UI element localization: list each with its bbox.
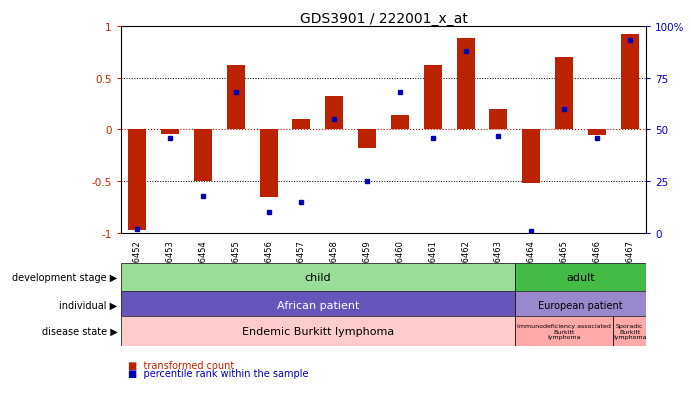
Bar: [515, 291, 646, 319]
Text: child: child: [305, 272, 331, 282]
Text: ■  percentile rank within the sample: ■ percentile rank within the sample: [128, 368, 308, 378]
Bar: [358, 130, 376, 149]
Bar: [588, 130, 606, 135]
Bar: [424, 66, 442, 130]
Text: individual ▶: individual ▶: [59, 300, 117, 310]
Text: disease state ▶: disease state ▶: [41, 326, 117, 336]
Bar: [292, 120, 310, 130]
Bar: [457, 39, 475, 130]
Text: European patient: European patient: [538, 300, 623, 310]
Bar: [614, 316, 646, 347]
Bar: [121, 263, 515, 291]
Text: African patient: African patient: [276, 300, 359, 310]
Bar: [161, 130, 179, 134]
Bar: [121, 316, 515, 347]
Text: adult: adult: [566, 272, 595, 282]
Title: GDS3901 / 222001_x_at: GDS3901 / 222001_x_at: [300, 12, 467, 26]
Bar: [391, 116, 409, 130]
Text: development stage ▶: development stage ▶: [12, 272, 117, 282]
Text: Immunodeficiency associated
Burkitt
lymphoma: Immunodeficiency associated Burkitt lymp…: [517, 323, 611, 339]
Bar: [555, 58, 573, 130]
Bar: [325, 97, 343, 130]
Bar: [121, 291, 515, 319]
Bar: [515, 263, 646, 291]
Bar: [522, 130, 540, 184]
Bar: [515, 316, 614, 347]
Bar: [129, 130, 146, 230]
Bar: [489, 109, 507, 130]
Bar: [260, 130, 278, 197]
Text: Endemic Burkitt lymphoma: Endemic Burkitt lymphoma: [242, 326, 394, 336]
Text: Sporadic
Burkitt
lymphoma: Sporadic Burkitt lymphoma: [613, 323, 646, 339]
Bar: [227, 66, 245, 130]
Text: ■  transformed count: ■ transformed count: [128, 360, 234, 370]
Bar: [194, 130, 212, 182]
Bar: [621, 35, 638, 130]
